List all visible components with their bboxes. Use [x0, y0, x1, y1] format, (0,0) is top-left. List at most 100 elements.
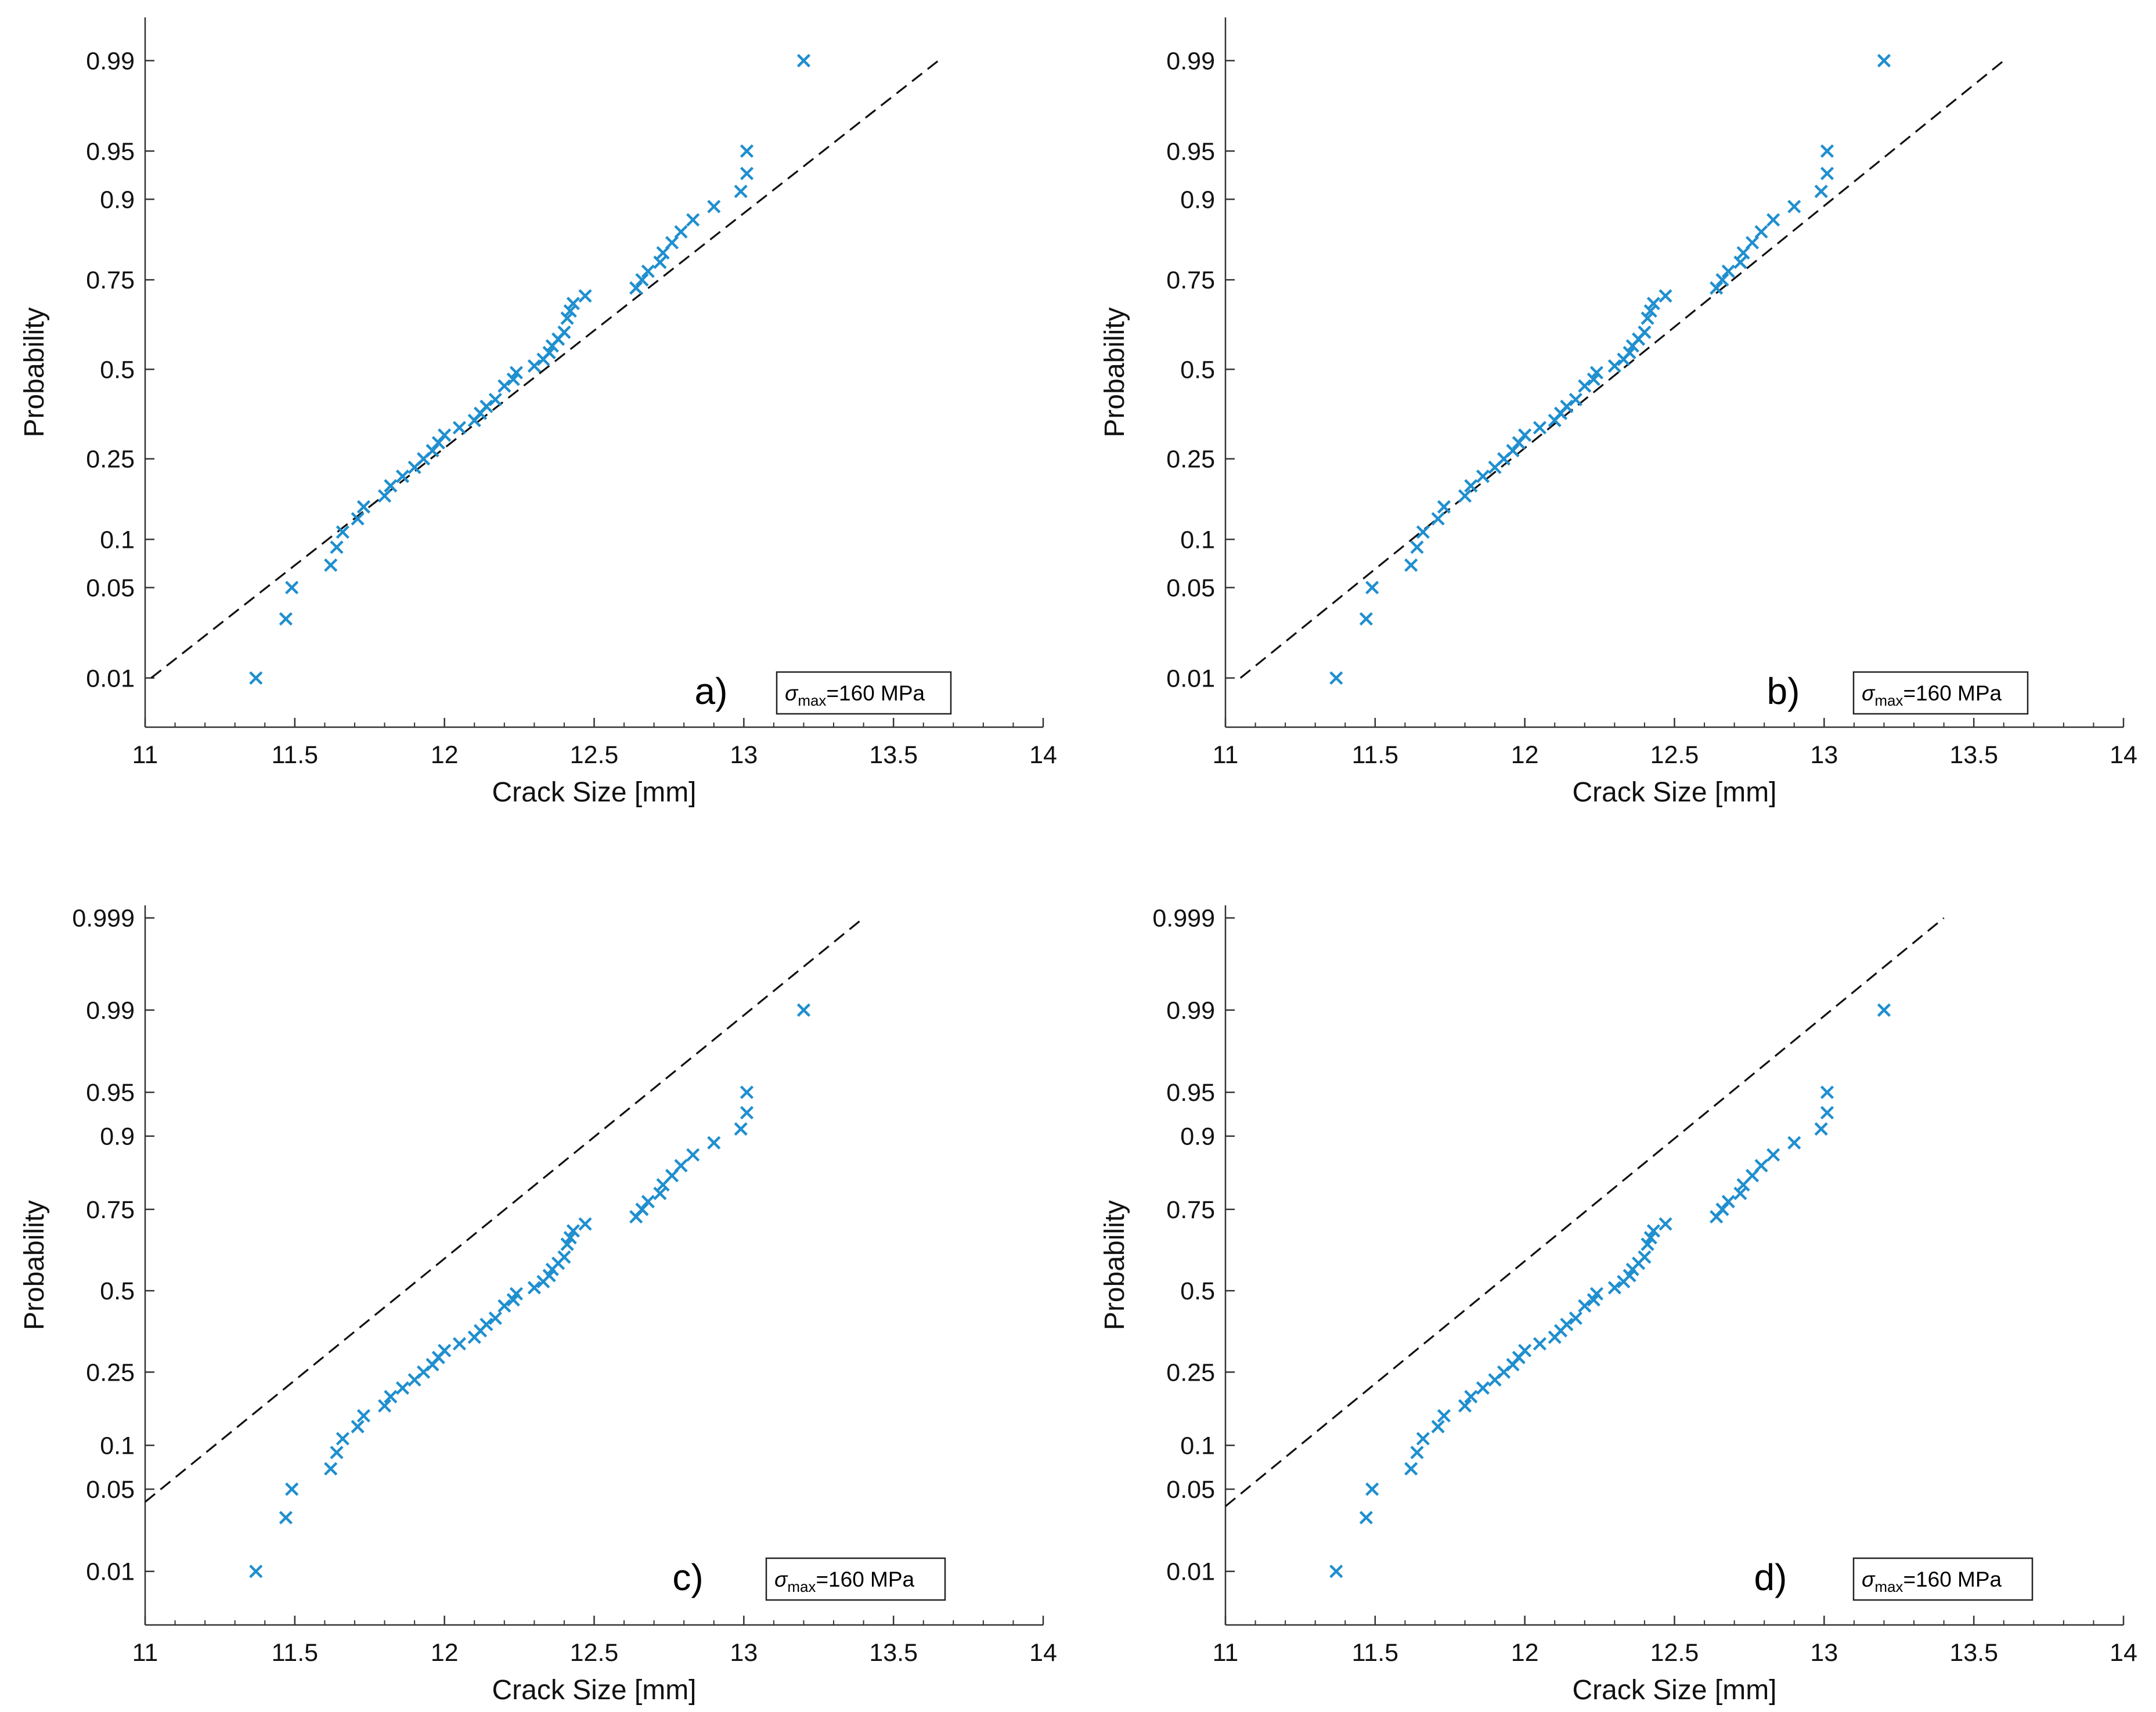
- data-point: [686, 213, 700, 227]
- data-point: [641, 1194, 655, 1209]
- data-point: [560, 311, 574, 325]
- y-tick-label: 0.25: [86, 446, 135, 474]
- y-tick-label: 0.75: [1166, 266, 1215, 294]
- x-tick-label: 14: [2110, 741, 2137, 769]
- fit-line: [1239, 60, 2004, 679]
- data-point: [1766, 1148, 1780, 1162]
- data-point: [635, 273, 649, 287]
- y-tick-label: 0.9: [100, 186, 135, 214]
- x-tick-label: 12: [1511, 1639, 1539, 1667]
- data-point: [1877, 53, 1891, 68]
- data-point: [488, 392, 502, 406]
- fit-line: [150, 60, 939, 679]
- data-point: [279, 1511, 293, 1525]
- data-point: [497, 1299, 511, 1313]
- data-point: [1745, 236, 1760, 250]
- data-point: [249, 1565, 263, 1579]
- data-point: [1431, 1420, 1445, 1433]
- x-axis-title: Crack Size [mm]: [492, 1675, 696, 1706]
- y-tick-label: 0.01: [1166, 1558, 1215, 1586]
- y-axis-title: Probability: [19, 307, 50, 437]
- data-point: [1721, 264, 1735, 279]
- data-point: [1365, 580, 1379, 595]
- data-point: [629, 281, 643, 295]
- x-tick-label: 12: [431, 741, 459, 769]
- data-point: [1533, 421, 1547, 435]
- x-tick-label: 14: [1029, 741, 1057, 769]
- data-point: [1518, 428, 1532, 442]
- data-point: [1820, 1106, 1834, 1119]
- data-point: [249, 671, 263, 685]
- data-point: [1766, 213, 1780, 227]
- y-tick-label: 0.5: [1180, 356, 1215, 384]
- data-point: [1416, 525, 1430, 539]
- data-point: [330, 1446, 344, 1460]
- data-point: [1754, 1159, 1768, 1173]
- data-point: [740, 167, 754, 180]
- y-tick-label: 0.1: [1180, 1432, 1215, 1460]
- chart-panel-c: 11 11.5 12 12.5 13 13.5 14 0.01 0.05 0.1 0.25 0.5 0.…: [19, 905, 1057, 1706]
- x-tick-label: 11.5: [1352, 1639, 1399, 1667]
- data-point: [1638, 1250, 1652, 1264]
- data-point: [1329, 671, 1343, 685]
- data-point: [497, 379, 511, 393]
- data-point: [1820, 144, 1834, 158]
- legend-annotation: σmax=160 MPa: [1852, 671, 2029, 715]
- data-point: [351, 512, 365, 526]
- y-tick-label: 0.99: [86, 997, 135, 1025]
- data-point: [1646, 297, 1660, 310]
- data-point: [479, 1317, 493, 1331]
- x-tick-label: 11: [1213, 1639, 1239, 1667]
- data-point: [377, 489, 392, 503]
- data-point: [527, 1281, 541, 1295]
- y-tick-label: 0.95: [86, 138, 135, 165]
- data-point: [1410, 1446, 1424, 1460]
- data-point: [578, 1217, 592, 1231]
- legend-annotation: σmax=160 MPa: [1852, 1557, 2034, 1601]
- data-point: [1715, 273, 1729, 287]
- data-point: [438, 1343, 452, 1357]
- y-tick-label: 0.1: [1180, 526, 1215, 554]
- data-point: [1578, 379, 1592, 393]
- data-point: [506, 373, 520, 387]
- data-point: [1643, 304, 1657, 318]
- data-point: [527, 359, 541, 373]
- panel-label: d): [1754, 1556, 1787, 1598]
- data-point: [509, 366, 524, 380]
- data-point: [1404, 558, 1418, 572]
- x-axis-title: Crack Size [mm]: [1572, 1675, 1776, 1706]
- y-tick-label: 0.25: [1166, 1359, 1215, 1386]
- x-tick-label: 13.5: [1949, 741, 1998, 769]
- y-tick-label: 0.9: [1180, 186, 1215, 214]
- data-point: [1877, 1003, 1891, 1017]
- data-point: [674, 1159, 688, 1173]
- data-point: [1641, 311, 1654, 325]
- data-point: [1607, 359, 1621, 373]
- data-point: [1329, 1565, 1343, 1579]
- data-point: [566, 1224, 580, 1238]
- data-point: [734, 185, 748, 198]
- x-tick-label: 12.5: [1650, 741, 1699, 769]
- y-tick-label: 0.95: [1166, 138, 1215, 165]
- data-point: [1787, 1136, 1801, 1150]
- legend-text: σmax=160 MPa: [785, 681, 925, 709]
- data-point: [1814, 185, 1828, 198]
- data-point: [285, 580, 299, 595]
- data-point: [1437, 500, 1451, 514]
- x-tick-label: 11: [1213, 741, 1239, 769]
- data-point: [653, 1186, 667, 1201]
- data-point: [1569, 392, 1582, 406]
- legend-text: σmax=160 MPa: [1862, 1567, 2002, 1595]
- x-tick-label: 11.5: [272, 741, 319, 769]
- x-tick-label: 13.5: [869, 741, 918, 769]
- data-point: [674, 225, 688, 239]
- fit-line: [145, 917, 864, 1503]
- data-point: [1623, 346, 1636, 360]
- y-tick-label: 0.95: [86, 1079, 135, 1107]
- data-point: [336, 525, 349, 539]
- data-point: [1458, 1399, 1472, 1413]
- x-tick-label: 13: [730, 741, 758, 769]
- data-point: [452, 421, 467, 435]
- panel-label: a): [695, 670, 728, 712]
